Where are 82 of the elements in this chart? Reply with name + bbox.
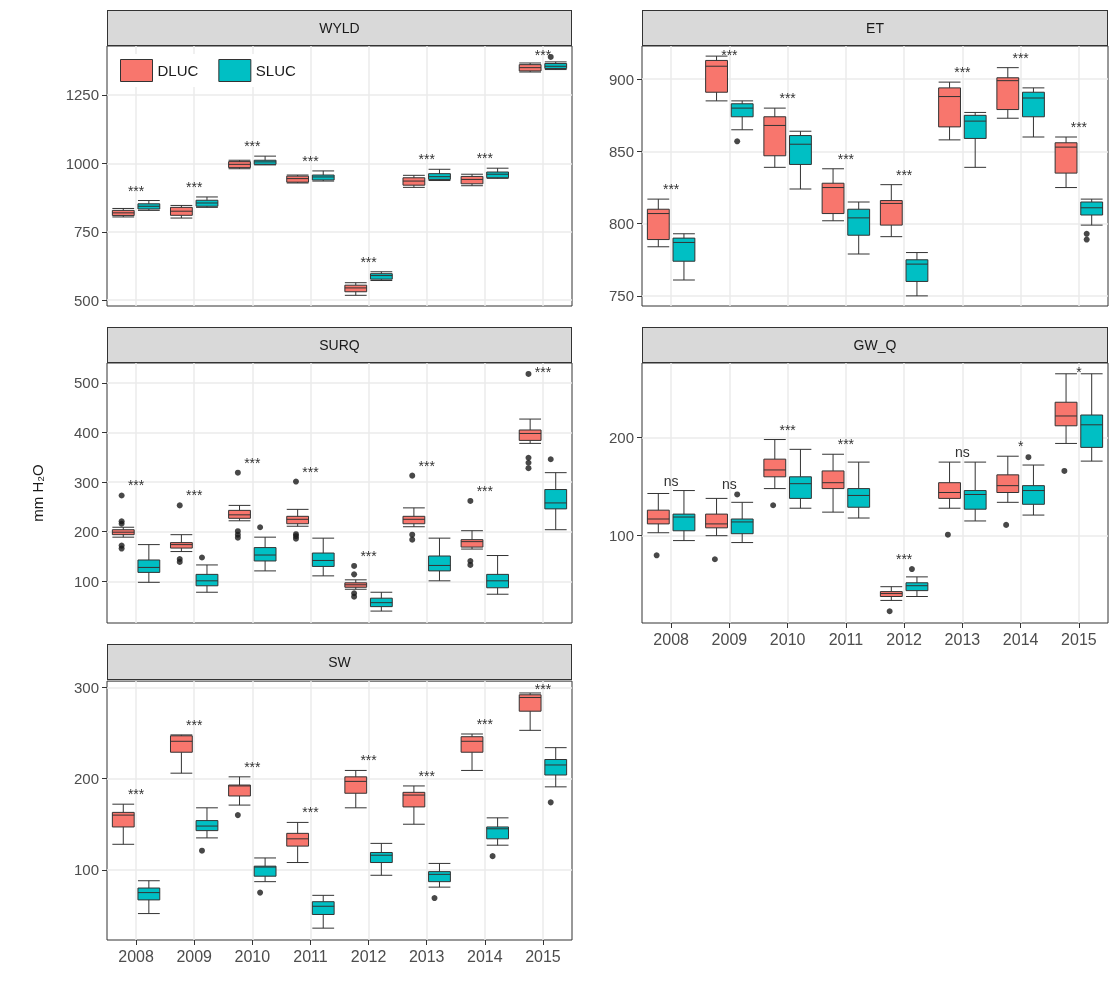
y-tick-label: 100 xyxy=(73,572,99,590)
annotation: *** xyxy=(360,752,378,769)
annotation: *** xyxy=(779,90,797,107)
y-tick-label: 500 xyxy=(73,374,99,392)
y-tick-label: 1000 xyxy=(65,154,99,172)
y-tick-label: 200 xyxy=(73,523,99,541)
annotation: *** xyxy=(302,463,320,480)
x-tick-label: 2011 xyxy=(293,947,328,965)
annotation: *** xyxy=(534,681,552,697)
annotation: *** xyxy=(418,767,436,784)
annotation: *** xyxy=(476,482,494,499)
annotation: *** xyxy=(127,477,145,494)
x-tick-label: 2008 xyxy=(653,630,690,648)
x-tick-label: 2009 xyxy=(711,630,748,648)
y-tick-label: 400 xyxy=(73,423,99,441)
annotation: *** xyxy=(302,152,320,169)
annotation: *** xyxy=(244,758,262,775)
x-tick-label: 2009 xyxy=(176,947,213,965)
annotation: *** xyxy=(954,64,972,81)
y-tick-label: 1250 xyxy=(65,86,99,104)
legend-label: SLUC xyxy=(255,62,297,79)
chart-title: SW xyxy=(107,644,572,680)
annotation: *** xyxy=(244,138,262,155)
x-tick-label: 2011 xyxy=(828,630,864,648)
x-tick-label: 2010 xyxy=(234,947,271,965)
y-tick-label: 500 xyxy=(73,291,99,309)
annotation: *** xyxy=(127,786,145,803)
x-tick-label: 2014 xyxy=(467,947,503,965)
annotation: * xyxy=(1076,364,1083,380)
annotation: *** xyxy=(837,150,855,167)
annotation: *** xyxy=(662,181,680,198)
y-tick-label: 100 xyxy=(608,527,634,545)
x-tick-label: 2013 xyxy=(408,947,445,965)
annotation: *** xyxy=(721,47,739,63)
y-tick-label: 750 xyxy=(73,223,99,241)
annotation: *** xyxy=(186,178,203,195)
y-tick-label: 200 xyxy=(73,770,99,788)
annotation: *** xyxy=(360,547,378,564)
y-axis-title: mm H₂O xyxy=(29,464,46,522)
legend-label: DLUC xyxy=(157,62,199,79)
annotation: *** xyxy=(895,551,913,568)
annotation: *** xyxy=(418,457,436,474)
x-tick-label: 2015 xyxy=(1061,630,1097,648)
annotation: * xyxy=(1017,438,1024,455)
y-tick-label: 850 xyxy=(608,142,634,160)
chart-title: WYLD xyxy=(107,10,572,46)
y-tick-label: 100 xyxy=(73,861,99,879)
annotation: *** xyxy=(895,166,913,183)
x-tick-label: 2010 xyxy=(769,630,806,648)
x-tick-label: 2015 xyxy=(525,947,561,965)
y-tick-label: 750 xyxy=(608,287,634,305)
annotation: ns xyxy=(954,444,970,461)
annotation: ns xyxy=(721,476,737,493)
annotation: *** xyxy=(244,454,262,471)
x-tick-label: 2012 xyxy=(350,947,387,965)
y-tick-label: 200 xyxy=(608,429,634,447)
annotation: *** xyxy=(1070,119,1088,135)
y-tick-label: 300 xyxy=(73,679,99,696)
x-tick-label: 2008 xyxy=(118,947,154,965)
annotation: *** xyxy=(1012,49,1030,66)
x-tick-label: 2013 xyxy=(944,630,981,648)
y-tick-label: 300 xyxy=(73,473,99,491)
x-tick-label: 2012 xyxy=(886,630,923,648)
annotation: *** xyxy=(418,151,436,168)
annotation: *** xyxy=(534,47,552,63)
annotation: *** xyxy=(476,150,494,167)
annotation: *** xyxy=(476,715,494,732)
annotation: *** xyxy=(779,421,797,438)
annotation: ns xyxy=(663,472,679,489)
y-tick-label: 800 xyxy=(608,215,634,233)
annotation: *** xyxy=(127,182,145,199)
annotation: *** xyxy=(186,716,203,733)
annotation: *** xyxy=(186,487,203,504)
x-tick-label: 2014 xyxy=(1002,630,1039,648)
chart-title: SURQ xyxy=(107,327,572,363)
annotation: *** xyxy=(534,364,552,380)
chart-title: GW_Q xyxy=(642,327,1108,363)
annotation: *** xyxy=(360,253,378,270)
y-tick-label: 900 xyxy=(608,70,634,88)
chart-title: ET xyxy=(642,10,1108,46)
annotation: *** xyxy=(302,804,320,821)
annotation: *** xyxy=(837,436,855,453)
